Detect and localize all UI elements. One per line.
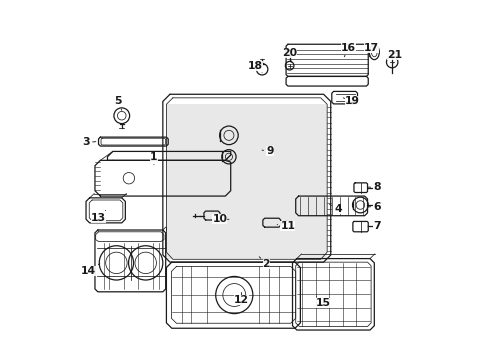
Text: 17: 17 (364, 43, 379, 57)
Text: 4: 4 (330, 203, 342, 213)
Text: 10: 10 (213, 214, 229, 224)
Text: 13: 13 (91, 210, 106, 222)
Bar (167, 104, 327, 259)
Text: 7: 7 (368, 221, 381, 231)
Text: 14: 14 (81, 264, 100, 276)
Text: 2: 2 (259, 257, 270, 269)
Text: 21: 21 (388, 50, 403, 63)
Text: 6: 6 (368, 202, 381, 212)
Text: 12: 12 (234, 293, 249, 305)
Text: 20: 20 (282, 48, 297, 62)
Text: 3: 3 (82, 138, 96, 148)
Text: 18: 18 (248, 61, 263, 73)
Text: 8: 8 (368, 182, 381, 192)
Text: 5: 5 (115, 96, 122, 111)
Text: 16: 16 (341, 43, 356, 57)
Text: 19: 19 (343, 96, 360, 107)
Text: 1: 1 (150, 152, 158, 165)
Text: 15: 15 (316, 296, 331, 308)
Text: 11: 11 (277, 221, 295, 231)
Text: 9: 9 (262, 147, 274, 157)
